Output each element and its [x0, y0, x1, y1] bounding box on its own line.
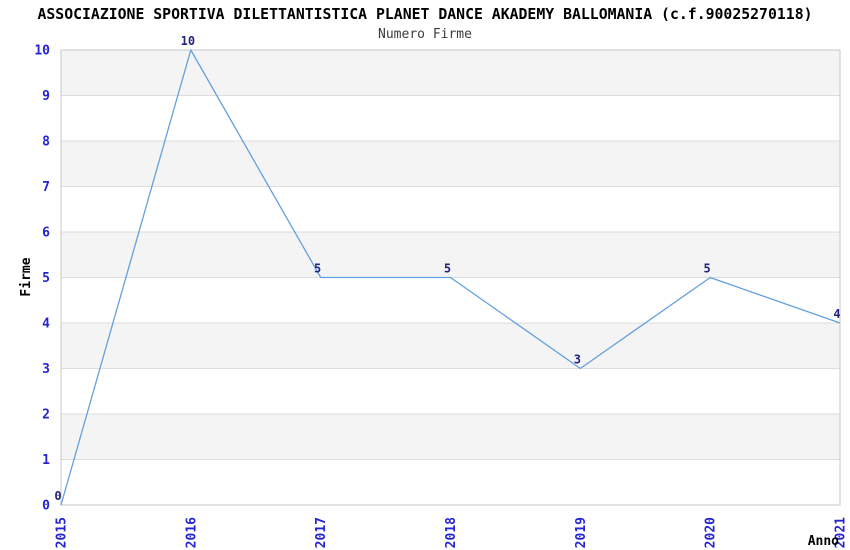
plot-bands: [61, 50, 840, 460]
y-axis-title: Firme: [19, 257, 34, 296]
x-tick-label: 2021: [834, 517, 849, 548]
chart-title: ASSOCIAZIONE SPORTIVA DILETTANTISTICA PL…: [37, 6, 813, 23]
plot-border: [60, 49, 841, 506]
x-tick-label: 2017: [314, 517, 329, 548]
plot-band: [61, 323, 840, 369]
y-tick-label: 9: [42, 89, 50, 104]
point-label: 5: [704, 262, 711, 276]
y-tick-label: 4: [42, 317, 50, 332]
y-tick-label: 10: [34, 44, 50, 59]
plot-band: [61, 50, 840, 96]
point-label: 3: [574, 353, 581, 367]
point-label: 10: [181, 34, 195, 48]
y-tick-label: 5: [42, 271, 50, 286]
y-tick-label: 2: [42, 408, 50, 423]
x-axis-tick-labels: 2015 2016 2017 2018 2019 2020 2021: [55, 517, 849, 548]
x-axis-title: Anno: [808, 534, 839, 549]
x-tick-label: 2020: [704, 517, 719, 548]
point-label: 0: [54, 489, 61, 503]
series-line-group: [60, 49, 841, 506]
point-labels-group: 0 10 5 5 3 5 4: [54, 34, 840, 503]
x-tick-label: 2016: [184, 517, 199, 548]
x-tick-label: 2018: [444, 517, 459, 548]
x-tick-label: 2019: [574, 517, 589, 548]
y-axis-tick-labels: 0 1 2 3 4 5 6 7 8 9 10: [34, 44, 50, 514]
plot-band: [61, 232, 840, 278]
y-tick-label: 3: [42, 362, 50, 377]
point-label: 5: [314, 262, 321, 276]
y-tick-label: 7: [42, 180, 50, 195]
point-label: 5: [444, 262, 451, 276]
y-tick-label: 8: [42, 135, 50, 150]
series-line: [60, 49, 841, 506]
y-tick-label: 0: [42, 499, 50, 514]
chart-subtitle: Numero Firme: [378, 27, 472, 42]
x-tick-label: 2015: [55, 517, 70, 548]
point-label: 4: [833, 307, 840, 321]
y-tick-label: 1: [42, 453, 50, 468]
plot-band: [61, 141, 840, 187]
plot-border-rect: [60, 49, 841, 506]
y-tick-label: 6: [42, 226, 50, 241]
plot-band: [61, 414, 840, 460]
